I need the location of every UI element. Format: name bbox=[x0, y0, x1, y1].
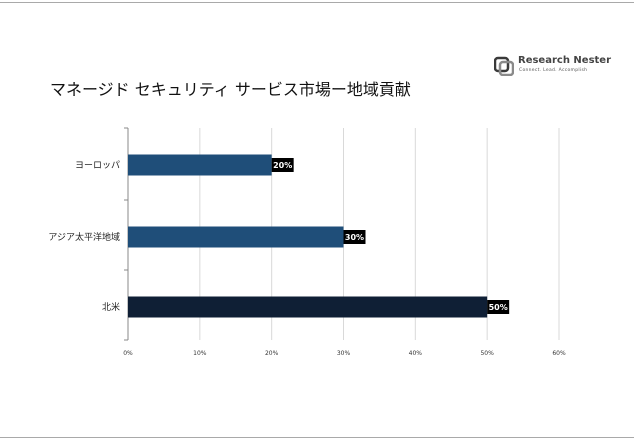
category-label: ヨーロッパ bbox=[75, 160, 120, 171]
x-tick-label: 40% bbox=[409, 350, 423, 357]
logo-tagline: Connect. Lead. Accomplish bbox=[519, 68, 588, 73]
bar bbox=[128, 296, 488, 318]
x-tick-label: 0% bbox=[123, 350, 133, 357]
data-label-background bbox=[343, 230, 366, 244]
data-label: 20% bbox=[273, 161, 292, 170]
x-tick-label: 30% bbox=[337, 350, 351, 357]
x-tick-label: 10% bbox=[193, 350, 207, 357]
data-label: 50% bbox=[489, 303, 508, 312]
logo-mark-icon bbox=[494, 56, 514, 76]
bar bbox=[128, 154, 272, 176]
data-label: 30% bbox=[345, 233, 364, 242]
top-rule bbox=[0, 2, 634, 3]
x-tick-label: 50% bbox=[480, 350, 494, 357]
chart-title: マネージド セキュリティ サービス市場ー地域貢献 bbox=[50, 80, 411, 99]
category-label: アジア太平洋地域 bbox=[48, 231, 120, 243]
category-label: 北米 bbox=[102, 301, 120, 313]
bottom-rule bbox=[0, 437, 634, 438]
x-tick-label: 20% bbox=[265, 350, 279, 357]
data-label-background bbox=[271, 158, 294, 172]
x-tick-label: 60% bbox=[552, 350, 566, 357]
logo-name: Research Nester bbox=[518, 55, 612, 66]
data-label-background bbox=[487, 300, 510, 314]
bar bbox=[128, 226, 344, 248]
research-nester-logo: Research Nester Connect. Lead. Accomplis… bbox=[494, 55, 612, 77]
